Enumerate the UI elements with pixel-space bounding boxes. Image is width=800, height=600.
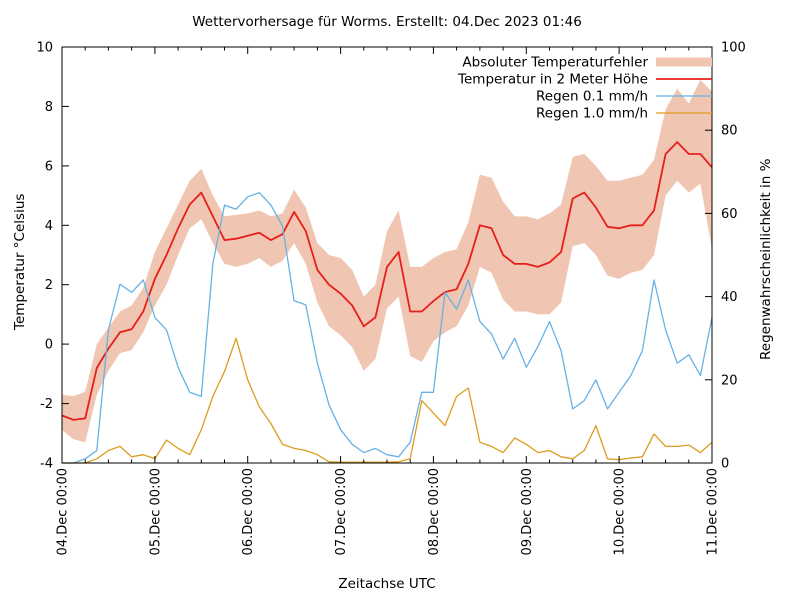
rain_01mmh-line <box>62 191 713 464</box>
temperature_2m-line <box>61 141 713 421</box>
y-right-tick-label: 60 <box>721 207 738 222</box>
x-tick-label: 09.Dec 00:00 <box>520 468 535 555</box>
y-right-tick-label: 80 <box>721 124 738 139</box>
legend-label-rain_01mmh: Regen 0.1 mm/h <box>536 89 648 105</box>
x-tick-label: 05.Dec 00:00 <box>148 468 163 555</box>
y-left-tick-label: 4 <box>45 219 53 234</box>
y-left-tick-label: -4 <box>40 457 53 472</box>
y-right-tick-label: 0 <box>721 457 729 472</box>
y-left-tick-label: 2 <box>45 278 53 293</box>
x-tick-label: 07.Dec 00:00 <box>334 468 349 555</box>
x-tick-label: 08.Dec 00:00 <box>427 468 442 555</box>
chart-title: Wettervorhersage für Worms. Erstellt: 04… <box>192 14 582 30</box>
rain_10mmh-line <box>62 337 713 464</box>
legend-label-temperature_2m: Temperatur in 2 Meter Höhe <box>457 72 648 88</box>
y-left-tick-label: -2 <box>40 397 53 412</box>
legend-label-rain_10mmh: Regen 1.0 mm/h <box>536 106 648 122</box>
y-right-tick-label: 40 <box>721 290 738 305</box>
x-tick-label: 11.Dec 00:00 <box>706 468 721 555</box>
legend-label-error_band: Absoluter Temperaturfehler <box>462 55 648 71</box>
y-right-tick-label: 100 <box>721 41 746 56</box>
y-left-tick-label: 10 <box>36 41 53 56</box>
y-right-tick-label: 20 <box>721 373 738 388</box>
legend-swatch-error_band <box>656 57 712 67</box>
error_band-area <box>62 79 712 443</box>
y-left-tick-label: 6 <box>45 159 53 174</box>
x-tick-label: 10.Dec 00:00 <box>613 468 628 555</box>
y-left-tick-label: 8 <box>45 100 53 115</box>
x-tick-label: 04.Dec 00:00 <box>56 468 71 555</box>
x-tick-label: 06.Dec 00:00 <box>241 468 256 555</box>
y-left-tick-label: 0 <box>45 338 53 353</box>
x-axis-label: Zeitachse UTC <box>338 576 436 592</box>
